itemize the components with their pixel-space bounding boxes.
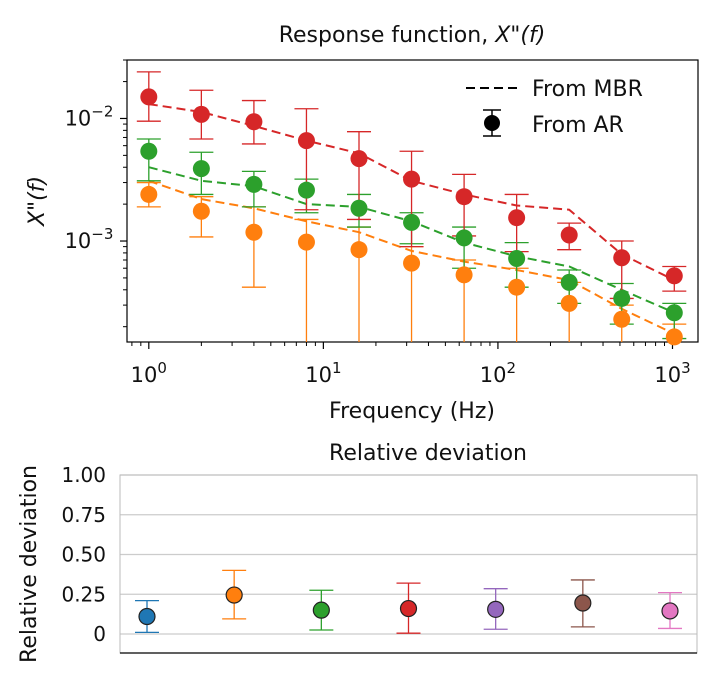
x-tick-label: 102 (480, 359, 516, 387)
x-tick-label: 101 (305, 359, 341, 387)
ar-point-orange (613, 310, 631, 328)
bottom-y-ticks: 1.00 0.75 0.50 0.25 0 (61, 463, 106, 646)
ar-point-orange (455, 266, 473, 284)
top-plot-frame (126, 59, 699, 343)
ar-point-red (455, 188, 473, 206)
y-tick-label: 0.50 (61, 543, 106, 567)
deviation-points (138, 586, 679, 626)
y-tick-label: 0 (93, 622, 106, 646)
ar-point-red (613, 249, 631, 267)
top-y-axis-label: X"(f) (25, 176, 50, 227)
y-tick-label: 10−3 (65, 225, 114, 253)
y-tick-label: 10−2 (65, 102, 114, 130)
top-plot-title: Response function, X"(f) (279, 23, 546, 48)
top-x-ticks: 100 101 102 103 (131, 342, 691, 387)
legend-ar-label: From AR (532, 113, 624, 138)
ar-points (140, 88, 683, 346)
ar-point-red (350, 150, 368, 168)
ar-point-red (665, 267, 683, 285)
ar-point-red (508, 209, 526, 227)
top-y-ticks: 10−2 10−3 (65, 59, 127, 328)
deviation-point (574, 594, 592, 612)
mbr-line-red (148, 103, 675, 281)
ar-point-green (455, 229, 473, 247)
deviation-point (138, 607, 156, 626)
ar-point-green (403, 213, 421, 231)
ar-point-orange (350, 241, 368, 259)
ar-point-orange (665, 328, 683, 346)
bottom-y-axis-label: Relative deviation (17, 465, 42, 663)
x-tick-label: 100 (131, 359, 167, 387)
y-tick-label: 0.25 (61, 582, 106, 606)
ar-point-red (245, 113, 263, 131)
deviation-errorbars (135, 569, 682, 634)
deviation-point (487, 600, 505, 618)
ar-point-green (350, 199, 368, 217)
ar-point-orange (560, 294, 578, 312)
bottom-plot-title: Relative deviation (329, 441, 527, 466)
legend: From MBR From AR (466, 77, 643, 138)
ar-point-green (560, 273, 578, 291)
ar-point-red (403, 170, 421, 188)
ar-point-green (192, 160, 210, 178)
ar-point-green (613, 289, 631, 307)
ar-point-red (297, 132, 315, 150)
legend-ar-swatch (483, 109, 501, 137)
y-tick-label: 0.75 (61, 503, 106, 527)
ar-point-green (245, 175, 263, 193)
ar-point-green (297, 181, 315, 199)
ar-point-green (665, 304, 683, 322)
response-function-plot: Response function, X"(f) 100 101 102 103 10… (25, 23, 699, 424)
ar-point-red (140, 88, 158, 106)
legend-mbr-label: From MBR (532, 77, 643, 102)
x-tick-label: 103 (654, 359, 690, 387)
relative-deviation-plot: Relative deviation 1.00 0.75 0.50 0.25 0 Rel… (17, 441, 698, 663)
top-x-axis-label: Frequency (Hz) (329, 399, 495, 424)
ar-point-green (508, 250, 526, 268)
ar-point-orange (140, 185, 158, 203)
ar-point-orange (508, 278, 526, 296)
ar-point-orange (297, 233, 315, 251)
ar-point-orange (403, 254, 421, 272)
deviation-point (399, 599, 418, 618)
deviation-point (661, 602, 679, 620)
ar-point-orange (192, 202, 210, 220)
deviation-point (225, 586, 243, 604)
ar-point-orange (245, 223, 263, 241)
deviation-point (312, 601, 330, 619)
ar-point-red (192, 105, 210, 123)
ar-point-green (140, 142, 158, 160)
ar-point-red (560, 226, 578, 244)
y-tick-label: 1.00 (61, 463, 106, 487)
